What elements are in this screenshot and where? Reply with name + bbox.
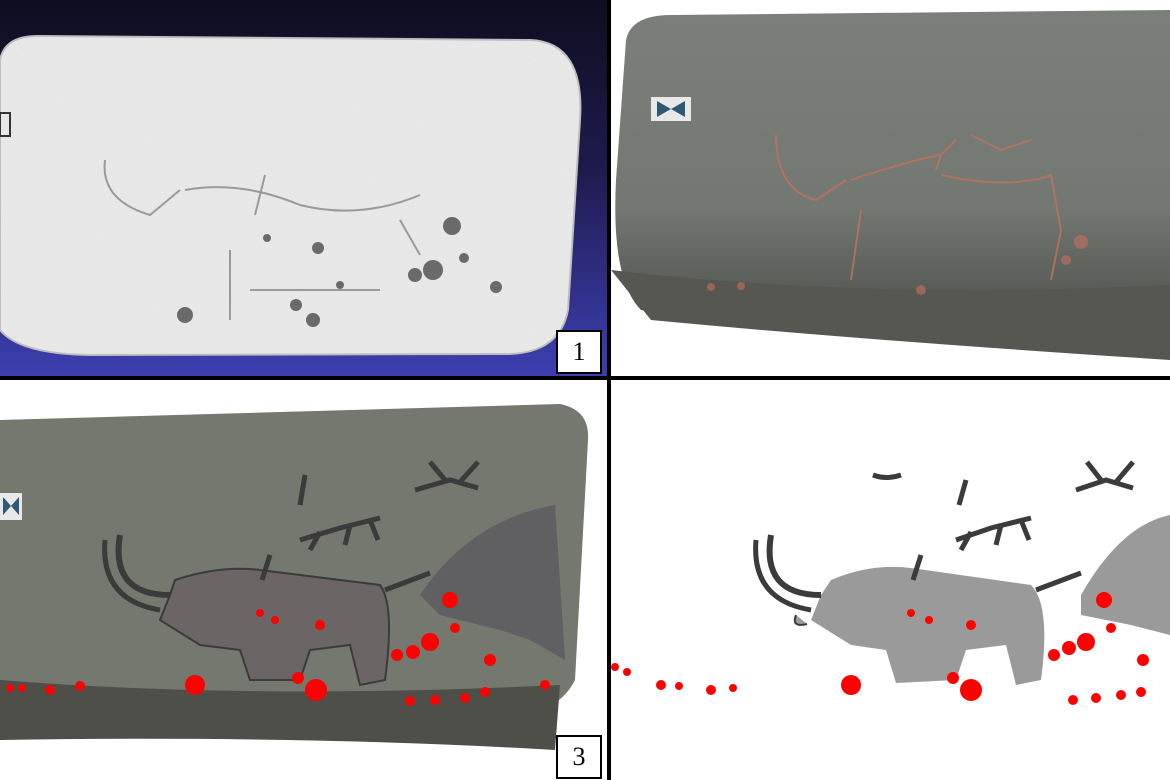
scale-marker <box>0 112 11 137</box>
tracing-small-figures <box>872 460 1135 552</box>
overlay-small-figures <box>297 460 480 552</box>
overlay-second-animal <box>420 505 565 660</box>
mesh-cupules <box>177 217 502 327</box>
tracing-cupules <box>611 592 1149 705</box>
photo-cupules <box>707 235 1088 295</box>
tracing-bull <box>753 534 1082 685</box>
overlay-image <box>0 404 589 750</box>
tracing-panel <box>611 380 1170 780</box>
panel-label: 1 <box>556 330 602 374</box>
mesh-render-image <box>0 34 582 357</box>
mesh-engraving <box>103 159 421 320</box>
overlay-cupules <box>6 592 550 706</box>
tracing-image <box>611 460 1170 705</box>
photo-panel <box>611 0 1170 376</box>
rock-photo <box>611 10 1170 360</box>
panel-label: 3 <box>556 735 602 779</box>
overlay-panel: 3 <box>0 380 607 780</box>
ochre-bull-outline <box>775 134 1063 281</box>
tracing-second-animal <box>1081 515 1170 635</box>
mesh-render-panel: 1 <box>0 0 607 376</box>
overlay-bull <box>102 534 431 687</box>
scale-card <box>0 493 22 520</box>
